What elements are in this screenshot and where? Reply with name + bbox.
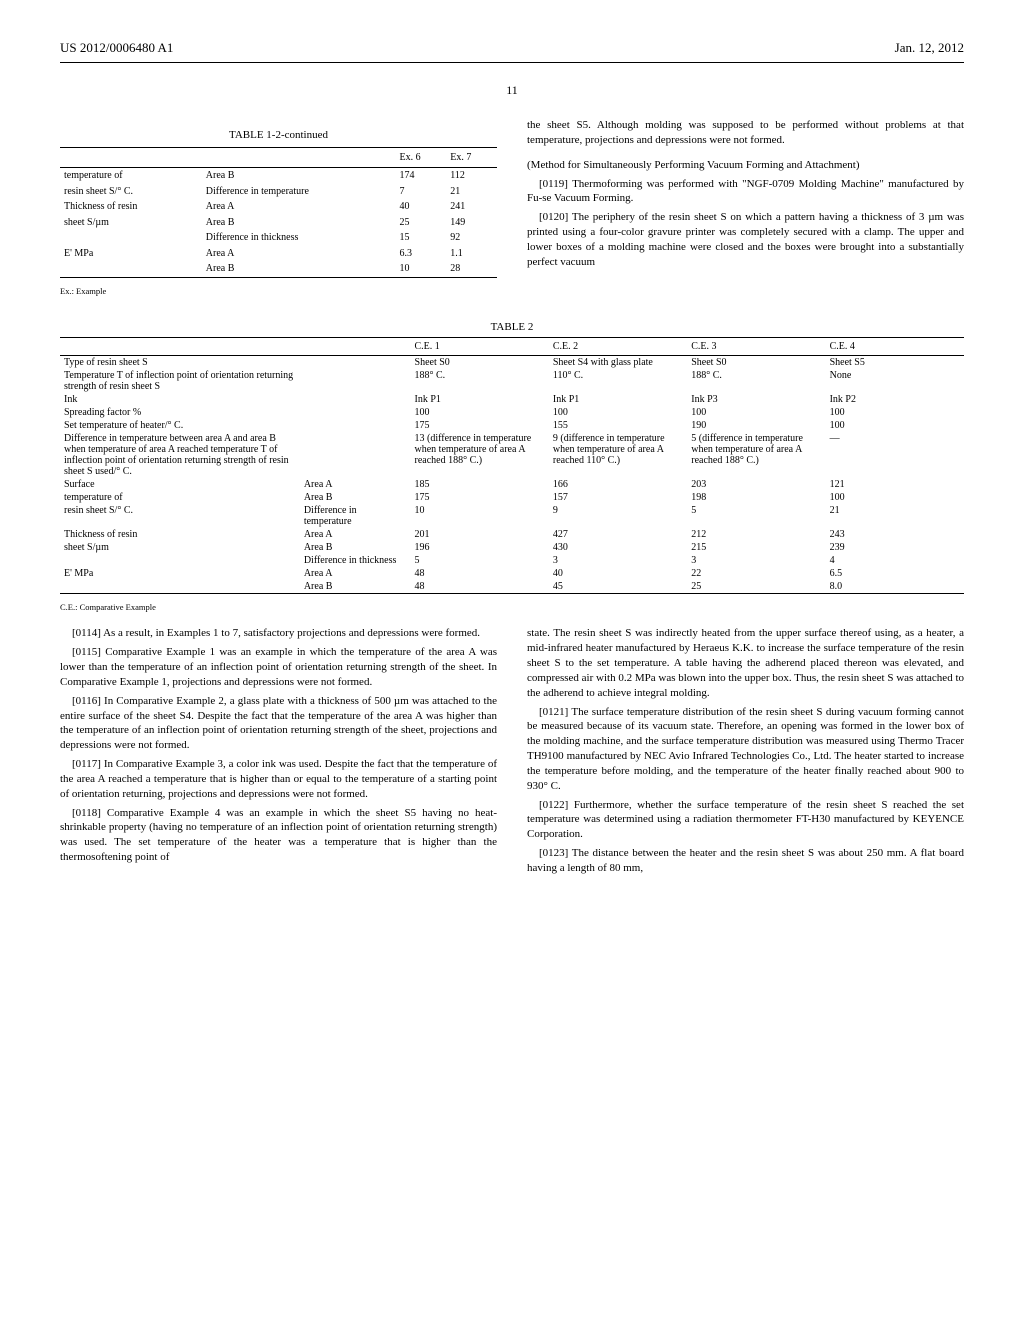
table-row: Area B4845258.0 <box>60 580 964 594</box>
para-num: [0115] <box>72 646 101 658</box>
doc-date: Jan. 12, 2012 <box>895 40 964 56</box>
table-row: Thickness of resinArea A201427212243 <box>60 528 964 541</box>
right-column-top: the sheet S5. Although molding was suppo… <box>527 118 964 311</box>
table-row: Difference in thickness5334 <box>60 554 964 567</box>
para-num: [0114] <box>72 627 101 639</box>
table2-h1 <box>300 338 411 356</box>
doc-id: US 2012/0006480 A1 <box>60 40 173 56</box>
table-row: resin sheet S/° C.Difference in temperat… <box>60 184 497 200</box>
table-row: Set temperature of heater/° C.1751551901… <box>60 419 964 432</box>
para-0117: [0117] In Comparative Example 3, a color… <box>60 757 497 802</box>
table1-title: TABLE 1-2-continued <box>60 128 497 143</box>
table-row: Spreading factor %100100100100 <box>60 406 964 419</box>
para-cont-top: the sheet S5. Although molding was suppo… <box>527 118 964 148</box>
table-row: sheet S/µmArea B196430215239 <box>60 541 964 554</box>
table-row: Area B1028 <box>60 261 497 277</box>
table-row: sheet S/µmArea B25149 <box>60 215 497 231</box>
table2-h5: C.E. 4 <box>826 338 964 356</box>
top-content-row: TABLE 1-2-continued Ex. 6 Ex. 7 temperat… <box>60 118 964 311</box>
table1-h0 <box>60 147 202 168</box>
table2-container: TABLE 2 C.E. 1 C.E. 2 C.E. 3 C.E. 4 Type… <box>60 321 964 612</box>
table1-h2: Ex. 6 <box>395 147 446 168</box>
table1-h3: Ex. 7 <box>446 147 497 168</box>
bottom-content-row: [0114] As a result, in Examples 1 to 7, … <box>60 626 964 880</box>
para-cont-bottom: state. The resin sheet S was indirectly … <box>527 626 964 700</box>
para-text: The distance between the heater and the … <box>527 847 964 874</box>
right-column-bottom: state. The resin sheet S was indirectly … <box>527 626 964 880</box>
para-0118: [0118] Comparative Example 4 was an exam… <box>60 806 497 865</box>
table-row: Thickness of resinArea A40241 <box>60 199 497 215</box>
para-0121: [0121] The surface temperature distribut… <box>527 705 964 794</box>
para-num: [0117] <box>72 758 101 770</box>
table-row: Difference in thickness1592 <box>60 230 497 246</box>
para-text: In Comparative Example 3, a color ink wa… <box>60 758 497 800</box>
table2-h3: C.E. 2 <box>549 338 687 356</box>
table2-header-row: C.E. 1 C.E. 2 C.E. 3 C.E. 4 <box>60 338 964 356</box>
table2: C.E. 1 C.E. 2 C.E. 3 C.E. 4 Type of resi… <box>60 337 964 594</box>
page-header: US 2012/0006480 A1 Jan. 12, 2012 <box>60 40 964 63</box>
para-text: In Comparative Example 2, a glass plate … <box>60 695 497 752</box>
para-text: The surface temperature distribution of … <box>527 706 964 792</box>
para-text: Furthermore, whether the surface tempera… <box>527 799 964 841</box>
para-num: [0122] <box>539 799 568 811</box>
table-row: temperature ofArea B175157198100 <box>60 491 964 504</box>
para-text: As a result, in Examples 1 to 7, satisfa… <box>103 627 480 639</box>
table-row: SurfaceArea A185166203121 <box>60 478 964 491</box>
table-row: E' MPaArea A4840226.5 <box>60 567 964 580</box>
para-0122: [0122] Furthermore, whether the surface … <box>527 798 964 843</box>
para-num: [0118] <box>72 807 101 819</box>
para-0123: [0123] The distance between the heater a… <box>527 846 964 876</box>
para-text: Comparative Example 1 was an example in … <box>60 646 497 688</box>
para-text: Thermoforming was performed with "NGF-07… <box>527 178 964 205</box>
table1-header-row: Ex. 6 Ex. 7 <box>60 147 497 168</box>
page-number: 11 <box>60 83 964 98</box>
table-row: Temperature T of inflection point of ori… <box>60 369 964 393</box>
table2-title: TABLE 2 <box>60 321 964 333</box>
table1: Ex. 6 Ex. 7 temperature ofArea B174112 r… <box>60 147 497 278</box>
para-num: [0121] <box>539 706 568 718</box>
table-row: E' MPaArea A6.31.1 <box>60 246 497 262</box>
method-heading: (Method for Simultaneously Performing Va… <box>527 158 964 173</box>
para-text: Comparative Example 4 was an example in … <box>60 807 497 864</box>
para-0115: [0115] Comparative Example 1 was an exam… <box>60 645 497 690</box>
table2-h4: C.E. 3 <box>687 338 825 356</box>
para-num: [0120] <box>539 211 568 223</box>
table-row: Type of resin sheet SSheet S0Sheet S4 wi… <box>60 356 964 370</box>
table-row: Difference in temperature between area A… <box>60 432 964 478</box>
para-num: [0123] <box>539 847 568 859</box>
para-num: [0119] <box>539 178 568 190</box>
table-row: InkInk P1Ink P1Ink P3Ink P2 <box>60 393 964 406</box>
table1-h1 <box>202 147 396 168</box>
para-0116: [0116] In Comparative Example 2, a glass… <box>60 694 497 753</box>
para-num: [0116] <box>72 695 101 707</box>
table2-h2: C.E. 1 <box>411 338 549 356</box>
left-column-top: TABLE 1-2-continued Ex. 6 Ex. 7 temperat… <box>60 118 497 311</box>
left-column-bottom: [0114] As a result, in Examples 1 to 7, … <box>60 626 497 880</box>
table2-footnote: C.E.: Comparative Example <box>60 602 964 612</box>
table1-footnote: Ex.: Example <box>60 286 497 297</box>
table-row: resin sheet S/° C.Difference in temperat… <box>60 504 964 528</box>
table2-h0 <box>60 338 300 356</box>
table-row: temperature ofArea B174112 <box>60 168 497 184</box>
para-0119: [0119] Thermoforming was performed with … <box>527 177 964 207</box>
para-text: The periphery of the resin sheet S on wh… <box>527 211 964 268</box>
para-0120: [0120] The periphery of the resin sheet … <box>527 210 964 269</box>
para-0114: [0114] As a result, in Examples 1 to 7, … <box>60 626 497 641</box>
